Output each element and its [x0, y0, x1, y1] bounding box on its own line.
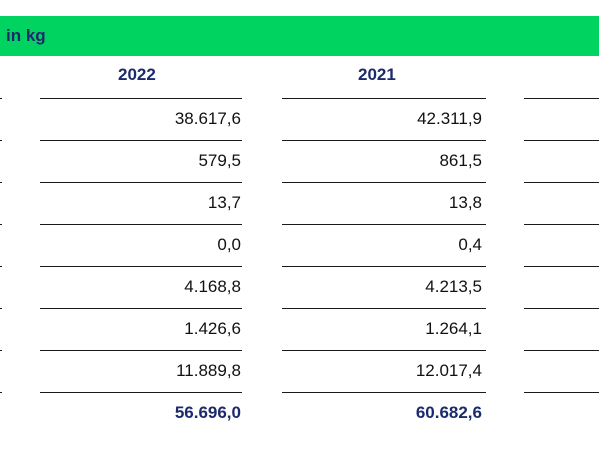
row-divider	[524, 266, 599, 267]
row-divider	[0, 182, 2, 183]
column-header-2022: 2022	[118, 65, 156, 84]
cell-2021: 1.264,1	[425, 319, 482, 338]
cell-2022: 579,5	[198, 151, 241, 170]
unit-label: in kg	[6, 26, 46, 45]
cell-2022: 38.617,6	[174, 109, 241, 128]
row-divider	[282, 224, 486, 225]
row-divider	[40, 98, 242, 99]
row-divider	[0, 308, 2, 309]
row-divider	[282, 140, 486, 141]
cell-2021: 13,8	[448, 193, 482, 212]
total-2022: 56.696,0	[174, 403, 241, 422]
row-divider	[524, 350, 599, 351]
cell-2021: 0,4	[458, 235, 482, 254]
row-divider	[0, 266, 2, 267]
cell-2021: 4.213,5	[425, 277, 482, 296]
table-row: 13,7 13,8	[0, 182, 599, 224]
row-divider	[524, 98, 599, 99]
row-divider	[282, 308, 486, 309]
cell-2021: 42.311,9	[417, 109, 482, 128]
row-divider	[0, 224, 2, 225]
cell-2022: 11.889,8	[176, 361, 241, 380]
row-divider	[40, 224, 242, 225]
row-divider	[282, 98, 486, 99]
table-row: 0,0 0,4	[0, 224, 599, 266]
row-divider	[0, 350, 2, 351]
row-divider	[0, 392, 2, 393]
row-divider	[524, 140, 599, 141]
cell-2021: 12.017,4	[415, 361, 482, 380]
row-divider	[282, 350, 486, 351]
row-divider	[40, 140, 242, 141]
row-divider	[282, 266, 486, 267]
row-divider	[282, 182, 486, 183]
cell-2022: 0,0	[217, 235, 241, 254]
table-row: 579,5 861,5	[0, 140, 599, 182]
total-2021: 60.682,6	[415, 403, 482, 422]
row-divider	[524, 224, 599, 225]
row-divider	[524, 182, 599, 183]
row-divider	[40, 350, 242, 351]
table-header-band: in kg	[0, 16, 599, 56]
row-divider	[524, 392, 599, 393]
total-row: 56.696,0 60.682,6	[0, 392, 599, 434]
column-header-2021: 2021	[358, 65, 396, 84]
row-divider	[40, 266, 242, 267]
row-divider	[40, 182, 242, 183]
cell-2022: 13,7	[207, 193, 241, 212]
cell-2021: 861,5	[439, 151, 482, 170]
row-divider	[0, 98, 2, 99]
table-row: 38.617,6 42.311,9	[0, 98, 599, 140]
table-row: 1.426,6 1.264,1	[0, 308, 599, 350]
row-divider	[40, 308, 242, 309]
data-table: 38.617,6 42.311,9 579,5 861,5 13,7 13,8 …	[0, 98, 599, 434]
table-row: 4.168,8 4.213,5	[0, 266, 599, 308]
table-row: 11.889,8 12.017,4	[0, 350, 599, 392]
row-divider	[282, 392, 486, 393]
row-divider	[40, 392, 242, 393]
row-divider	[0, 140, 2, 141]
cell-2022: 1.426,6	[184, 319, 241, 338]
cell-2022: 4.168,8	[184, 277, 241, 296]
row-divider	[524, 308, 599, 309]
